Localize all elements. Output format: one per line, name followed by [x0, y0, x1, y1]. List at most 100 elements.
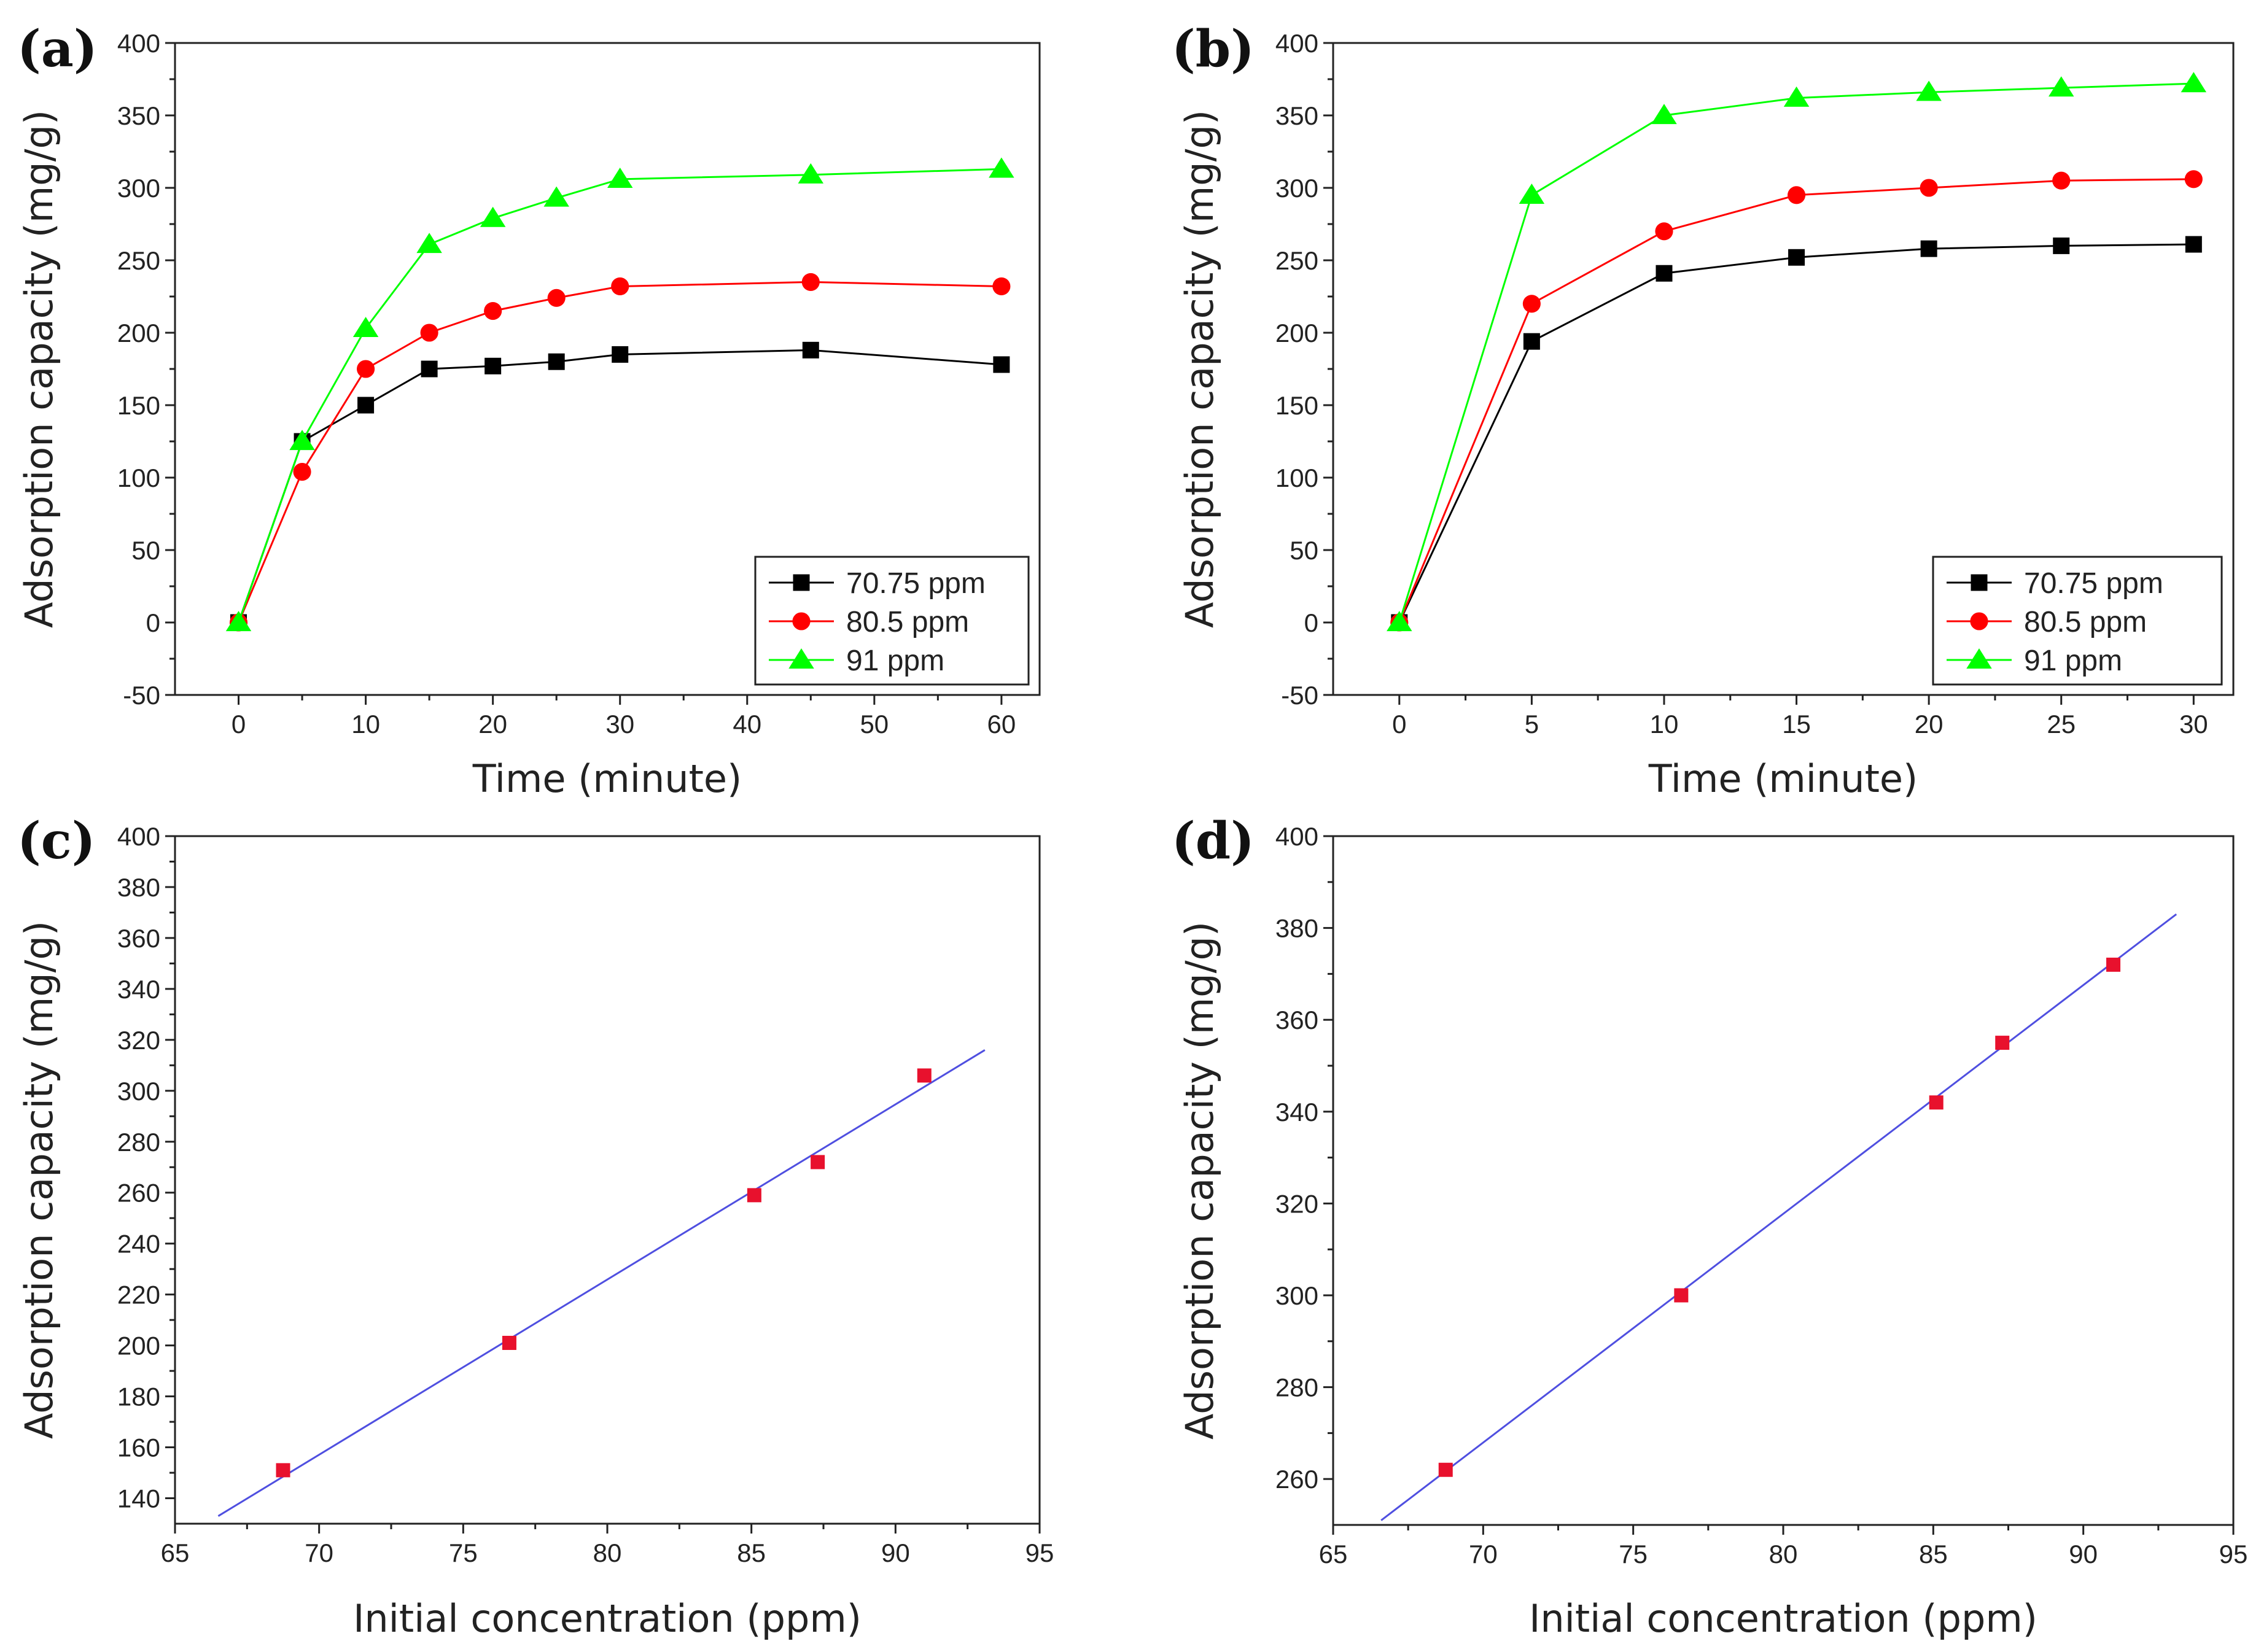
x-tick-label: 10 [1650, 710, 1679, 739]
data-point [1787, 186, 1806, 204]
data-point [416, 233, 442, 254]
y-tick-label: 300 [117, 1077, 160, 1106]
x-tick-label: 70 [1469, 1540, 1498, 1569]
data-point [1674, 1288, 1689, 1303]
data-point [1788, 249, 1805, 266]
y-tick-label: 350 [1275, 101, 1318, 130]
y-axis-title: Adsorption capacity (mg/g) [1177, 110, 1222, 628]
data-point [420, 324, 438, 342]
data-point [2053, 237, 2070, 254]
data-point [289, 430, 315, 451]
data-point [357, 360, 375, 378]
x-tick-label: 20 [478, 710, 507, 739]
y-tick-label: 100 [117, 463, 160, 492]
x-tick-label: 70 [305, 1538, 333, 1567]
x-tick-label: 95 [2219, 1540, 2248, 1569]
legend-marker [793, 574, 810, 591]
data-point [2184, 170, 2203, 188]
x-tick-label: 75 [449, 1538, 478, 1567]
x-tick-label: 85 [737, 1538, 766, 1567]
data-point [484, 302, 502, 320]
y-tick-label: 50 [131, 536, 160, 565]
data-point [547, 289, 566, 307]
chart-panel-c: 65 70 75 80 85 90 95 140 160 180 200 220 240 260 280 30… [17, 812, 1054, 1641]
data-point [802, 341, 819, 359]
data-point [917, 1068, 932, 1083]
data-point [607, 167, 633, 188]
data-point [352, 317, 379, 338]
data-point [1438, 1462, 1453, 1477]
y-tick-label: 260 [117, 1179, 160, 1208]
y-tick-label: -50 [123, 681, 160, 710]
data-point [1995, 1036, 2010, 1050]
y-tick-label: 340 [1275, 1098, 1318, 1127]
data-point [2052, 171, 2071, 190]
data-point [357, 397, 375, 414]
data-point [480, 206, 506, 227]
data-point [1387, 611, 1412, 632]
data-point [811, 1155, 825, 1169]
x-tick-label: 95 [1025, 1538, 1054, 1567]
y-tick-label: -50 [1281, 681, 1318, 710]
data-point [747, 1188, 761, 1203]
y-tick-label: 200 [1275, 319, 1318, 347]
plot-frame [174, 835, 1041, 1525]
legend-marker [788, 648, 814, 669]
x-tick-label: 65 [1319, 1540, 1348, 1569]
legend-marker [1971, 574, 1988, 591]
y-tick-label: 350 [117, 101, 160, 130]
series-line [238, 168, 1002, 623]
y-tick-label: 140 [117, 1484, 160, 1513]
x-axis-title: Time (minute) [1648, 756, 1918, 801]
y-tick-label: 400 [1275, 822, 1318, 851]
y-tick-label: 180 [117, 1382, 160, 1411]
y-tick-label: 150 [1275, 391, 1318, 420]
x-tick-label: 25 [2047, 710, 2076, 739]
y-tick-label: 220 [117, 1281, 160, 1309]
legend-marker [1970, 612, 1988, 630]
data-point [276, 1463, 290, 1478]
series-line [1398, 82, 2194, 623]
x-tick-label: 0 [1392, 710, 1406, 739]
x-tick-label: 50 [860, 710, 889, 739]
y-tick-label: 360 [117, 924, 160, 953]
y-axis-title: Adsorption capacity (mg/g) [17, 110, 61, 628]
y-tick-label: 320 [1275, 1189, 1318, 1218]
fit-line [217, 1049, 986, 1517]
plot-frame [1332, 835, 2235, 1526]
data-point [1655, 222, 1673, 241]
legend-label: 80.5 ppm [2024, 606, 2147, 638]
data-point [293, 463, 311, 481]
data-point [801, 273, 820, 291]
y-tick-label: 0 [1304, 608, 1318, 637]
y-tick-label: 300 [117, 174, 160, 203]
y-tick-label: 320 [117, 1026, 160, 1055]
y-tick-label: 260 [1275, 1465, 1318, 1494]
y-tick-label: 400 [117, 822, 160, 851]
data-point [611, 277, 629, 296]
x-tick-label: 30 [2179, 710, 2208, 739]
data-point [225, 611, 252, 632]
chart-panel-d: 65 70 75 80 85 90 95 260 280 300 320 340 360 380 400 In… [1172, 812, 2247, 1641]
panel-label: (b) [1172, 20, 1255, 79]
legend-label: 70.75 ppm [846, 567, 986, 600]
x-axis-title: Initial concentration (ppm) [1529, 1596, 2037, 1641]
data-point [1523, 333, 1540, 350]
data-point [1920, 240, 1937, 257]
y-tick-label: 240 [117, 1230, 160, 1258]
x-axis-title: Initial concentration (ppm) [353, 1596, 862, 1641]
x-tick-label: 90 [881, 1538, 910, 1567]
data-point [612, 346, 629, 363]
y-tick-label: 150 [117, 391, 160, 420]
y-tick-label: 50 [1290, 536, 1318, 565]
y-tick-label: 250 [1275, 246, 1318, 275]
panel-label: (a) [17, 20, 98, 79]
x-axis-title: Time (minute) [472, 756, 742, 801]
data-point [1522, 295, 1541, 313]
x-tick-label: 90 [2069, 1540, 2098, 1569]
y-tick-label: 340 [117, 975, 160, 1004]
y-tick-label: 160 [117, 1433, 160, 1462]
data-point [992, 277, 1011, 296]
data-point [2185, 236, 2202, 253]
